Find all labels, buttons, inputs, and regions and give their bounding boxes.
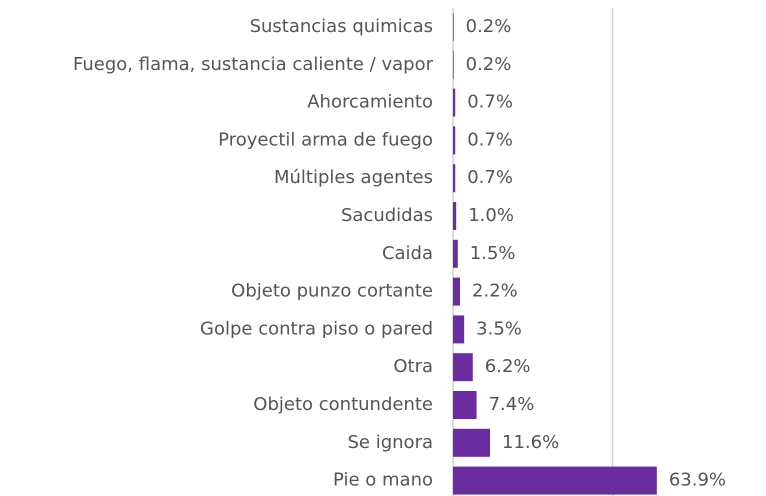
category-label: Ahorcamiento	[307, 92, 433, 113]
category-label: Caida	[382, 243, 433, 264]
category-label: Fuego, flama, sustancia caliente / vapor	[73, 54, 434, 75]
value-label: 1.5%	[470, 243, 516, 264]
value-label: 0.7%	[467, 129, 513, 150]
category-label: Otra	[393, 356, 433, 377]
category-label: Sacudidas	[341, 205, 433, 226]
bar	[453, 13, 454, 41]
value-label: 3.5%	[476, 318, 522, 339]
bar	[453, 88, 456, 117]
value-label: 0.2%	[466, 16, 512, 37]
bar	[453, 428, 491, 457]
bar	[453, 353, 473, 382]
value-label: 11.6%	[502, 432, 559, 453]
value-label: 0.2%	[466, 54, 512, 75]
value-label: 0.7%	[467, 92, 513, 113]
bar	[453, 50, 454, 79]
bar	[453, 239, 458, 268]
category-label: Pie o mano	[333, 470, 433, 491]
value-label: 6.2%	[485, 356, 531, 377]
value-label: 7.4%	[489, 394, 535, 415]
category-label: Sustancias quimicas	[250, 16, 433, 37]
category-label: Objeto contundente	[253, 394, 433, 415]
value-label: 1.0%	[468, 205, 514, 226]
bar	[453, 202, 457, 230]
bar	[453, 126, 456, 155]
category-label: Múltiples agentes	[274, 167, 433, 188]
bar	[453, 277, 461, 306]
value-label: 0.7%	[467, 167, 513, 188]
bar	[453, 315, 465, 344]
bar	[453, 391, 477, 419]
bar	[453, 164, 456, 193]
value-label: 2.2%	[472, 281, 518, 302]
bar	[453, 466, 657, 495]
value-label: 63.9%	[669, 470, 726, 491]
category-label: Proyectil arma de fuego	[218, 129, 433, 150]
category-label: Objeto punzo cortante	[231, 281, 433, 302]
category-label: Golpe contra piso o pared	[200, 318, 433, 339]
category-label: Se ignora	[348, 432, 434, 453]
